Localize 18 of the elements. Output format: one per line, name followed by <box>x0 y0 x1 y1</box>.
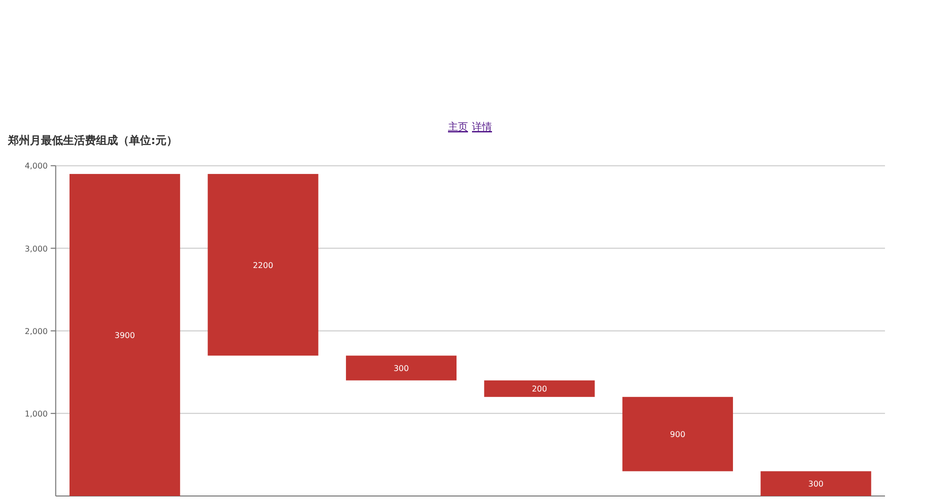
bar <box>208 174 318 356</box>
y-tick-label: 1,000 <box>24 409 48 418</box>
y-tick-label: 4,000 <box>24 162 48 171</box>
bar <box>760 471 872 496</box>
y-tick-label: 3,000 <box>24 244 48 254</box>
data-label: 3900 <box>114 330 135 340</box>
bar <box>484 380 595 397</box>
bar <box>70 174 180 496</box>
data-label: 2200 <box>252 260 274 270</box>
bar <box>346 356 457 380</box>
bar <box>622 396 733 472</box>
y-tick-label: 2,000 <box>24 326 48 336</box>
data-label: 200 <box>532 384 548 394</box>
data-label: 300 <box>808 480 824 489</box>
data-label: 900 <box>670 430 686 440</box>
data-label: 300 <box>394 364 409 374</box>
chart-title: 郑州月最低生活费组成（单位:元） <box>7 134 178 147</box>
annotations: 主页 详情 <box>448 122 492 133</box>
